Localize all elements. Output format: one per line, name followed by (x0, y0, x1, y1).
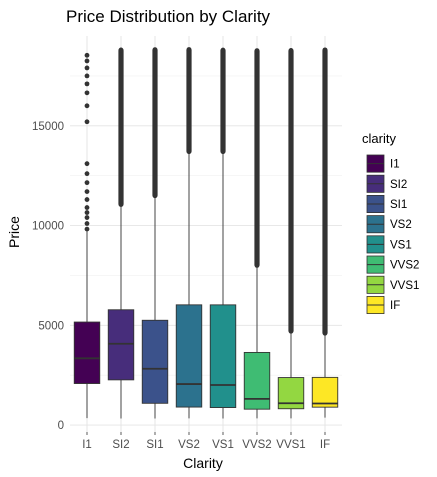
legend-label: SI1 (390, 199, 407, 211)
legend-item-vs2: VS2 (366, 215, 412, 234)
legend-item-si1: SI1 (366, 194, 407, 213)
outlier-band (322, 47, 328, 336)
box-si1 (141, 47, 169, 419)
box-iqr (311, 376, 339, 408)
outlier-point (186, 149, 192, 155)
outlier-point (84, 65, 90, 71)
x-tick-label: IF (320, 439, 330, 451)
y-axis-title: Price (6, 216, 22, 248)
outlier-point (84, 197, 90, 202)
box-iqr (243, 351, 271, 410)
outlier-point (84, 119, 90, 125)
outlier-point (84, 205, 90, 210)
box-i1 (73, 52, 101, 419)
legend-item-vvs1: VVS1 (366, 275, 419, 294)
box-if (311, 47, 339, 418)
outlier-point (84, 210, 90, 215)
legend-label: SI2 (390, 179, 407, 191)
legend-label: I1 (390, 159, 400, 171)
box-iqr (73, 321, 101, 384)
x-axis-title: Clarity (183, 455, 223, 471)
outlier-band (118, 47, 124, 207)
outlier-point (220, 47, 226, 53)
box-iqr (175, 304, 203, 408)
outlier-band (220, 48, 226, 154)
outlier-point (152, 193, 158, 199)
outlier-band (186, 47, 192, 154)
outlier-point (152, 47, 158, 53)
outlier-point (254, 48, 260, 54)
y-tick-label: 0 (58, 420, 64, 432)
outlier-point (322, 47, 328, 53)
legend-item-vs1: VS1 (366, 235, 412, 254)
outlier-point (84, 221, 90, 226)
y-tick-label: 15000 (32, 121, 64, 133)
box-vvs1 (277, 48, 305, 419)
outlier-band (254, 48, 260, 268)
legend-item-vvs2: VVS2 (366, 255, 419, 274)
outlier-point (84, 58, 90, 64)
outlier-point (288, 48, 294, 53)
outlier-point (288, 328, 294, 334)
outlier-point (84, 215, 90, 220)
legend-item-si2: SI2 (366, 174, 407, 193)
box-vs2 (175, 47, 203, 419)
legend-item-i1: I1 (366, 154, 400, 173)
box-iqr (107, 309, 135, 381)
box-vs1 (209, 47, 237, 419)
outlier-point (84, 189, 90, 195)
outlier-point (84, 161, 90, 167)
box-iqr (141, 319, 169, 404)
outlier-point (118, 202, 124, 207)
plot-area: 0 5000 10000 15000 I1 SI2 SI1 VS2 VS1 VVS2 VVS1 IF (32, 36, 342, 451)
y-tick-label: 10000 (32, 221, 64, 233)
x-tick-label: VVS1 (276, 439, 305, 451)
x-tick-label: VS1 (212, 439, 234, 451)
x-tick-label: SI2 (112, 439, 129, 451)
outlier-point (84, 103, 90, 109)
outlier-band (288, 48, 294, 334)
x-tick-label: VS2 (178, 439, 200, 451)
outlier-point (84, 171, 90, 177)
x-tick-label: I1 (82, 439, 92, 451)
outlier-point (84, 73, 90, 79)
outlier-point (118, 47, 124, 53)
legend-label: VS1 (390, 239, 412, 251)
chart-title: Price Distribution by Clarity (66, 7, 271, 26)
outlier-point (84, 90, 90, 96)
box-iqr (209, 304, 237, 408)
legend-title: clarity (362, 131, 396, 146)
outlier-point (84, 52, 90, 58)
outlier-point (254, 263, 260, 268)
y-tick-label: 5000 (38, 320, 64, 332)
box-vvs2 (243, 48, 271, 419)
box-si2 (107, 47, 135, 419)
legend: clarity I1 SI2 SI1 VS2 VS1 VVS2 VVS1 IF (362, 131, 419, 314)
outlier-point (322, 330, 328, 336)
outlier-band (152, 47, 158, 198)
legend-item-if: IF (366, 295, 400, 314)
legend-label: VVS2 (390, 260, 419, 272)
x-tick-label: SI1 (146, 439, 163, 451)
outlier-point (220, 149, 226, 155)
legend-label: VVS1 (390, 280, 419, 292)
legend-label: VS2 (390, 219, 412, 231)
outlier-point (186, 47, 192, 52)
legend-label: IF (390, 300, 400, 312)
x-tick-label: VVS2 (242, 439, 271, 451)
outlier-point (84, 180, 90, 186)
outlier-point (84, 81, 90, 87)
outlier-point (84, 226, 90, 232)
